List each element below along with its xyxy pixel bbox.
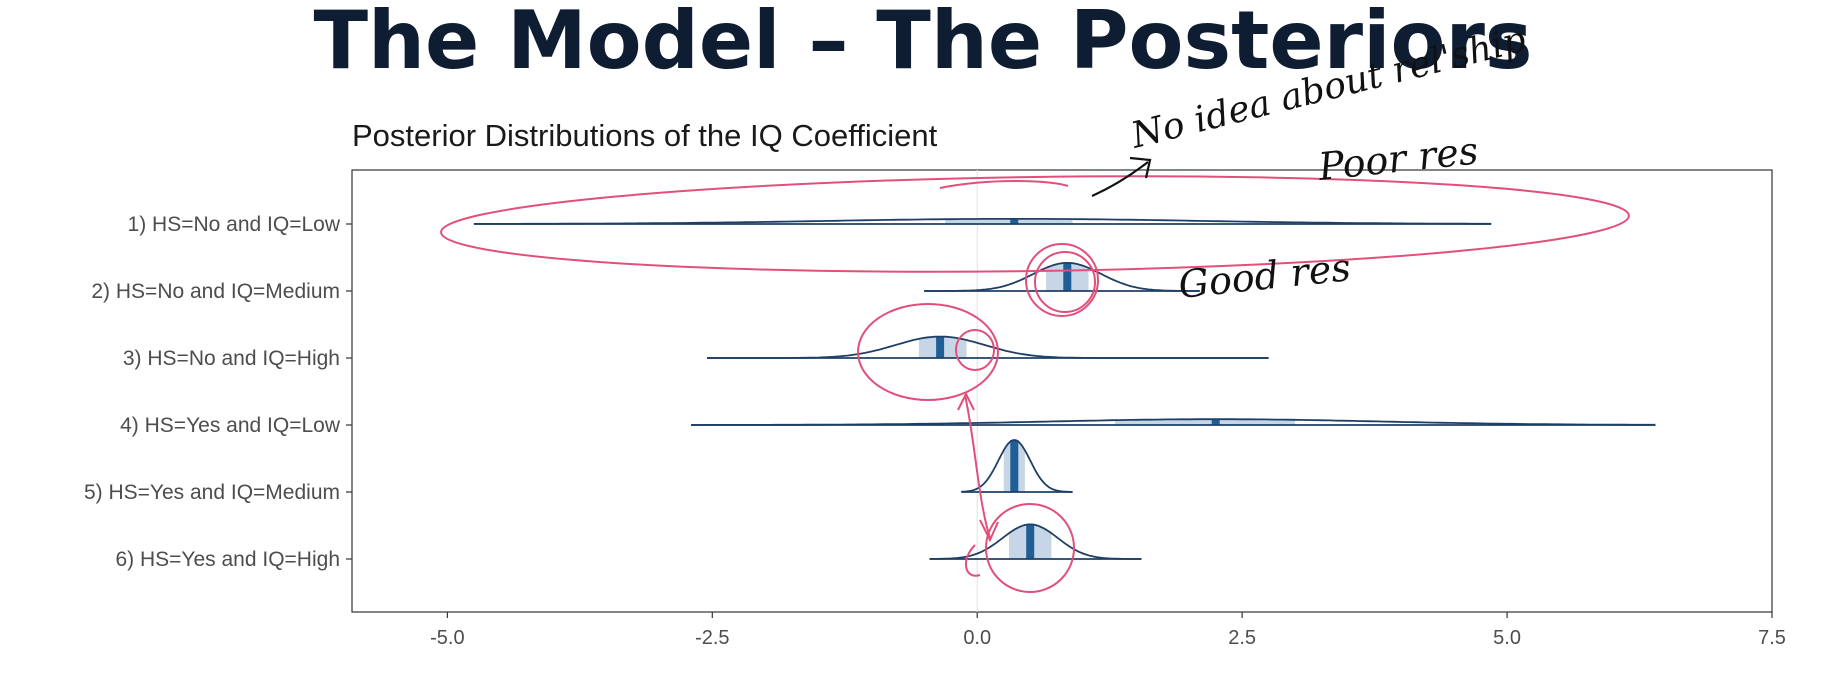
annotation-note-2: Poor res <box>1315 128 1480 189</box>
row-label-5: 5) HS=Yes and IQ=Medium <box>84 481 340 504</box>
plot-panel-border <box>351 169 1773 613</box>
annotation-note-3: Good res <box>1176 245 1352 307</box>
density-curve-3 <box>707 335 1269 359</box>
x-axis: -5.0 -2.5 0.0 2.5 5.0 7.5 <box>430 612 1786 649</box>
row-label-1: 1) HS=No and IQ=Low <box>128 213 341 236</box>
chart-title: Posterior Distributions of the IQ Coeffi… <box>352 118 938 153</box>
x-tick-label-1: -2.5 <box>695 627 729 649</box>
annotation-circle-row3-small <box>955 329 995 371</box>
x-tick-label-5: 7.5 <box>1758 627 1786 649</box>
median-bar-5 <box>1010 440 1019 492</box>
annotation-scribble-top <box>939 180 1069 189</box>
interval-shade-1 <box>945 218 1073 224</box>
slide-title: The Model – The Posteriors <box>313 0 1533 87</box>
row-label-2: 2) HS=No and IQ=Medium <box>91 280 340 303</box>
annotation-scribble-row6 <box>965 544 981 577</box>
ridge-2 <box>924 262 1200 292</box>
row-label-3: 3) HS=No and IQ=High <box>123 347 340 370</box>
annotation-arrow-down <box>964 394 991 539</box>
median-bar-3 <box>936 336 945 358</box>
ridge-6 <box>929 523 1142 560</box>
annotation-circle-row3 <box>857 303 999 401</box>
ridge-1 <box>473 218 1492 225</box>
ridge-4 <box>691 418 1656 426</box>
x-tick-label-4: 5.0 <box>1493 627 1521 649</box>
x-tick-label-0: -5.0 <box>430 627 464 649</box>
ridge-5 <box>961 439 1073 493</box>
annotation-ellipse-row1 <box>440 175 1630 273</box>
annotation-circle-row2 <box>1025 243 1099 317</box>
row-labels-group: 1) HS=No and IQ=Low 2) HS=No and IQ=Mediu… <box>84 213 352 571</box>
handwritten-annotations <box>440 175 1630 593</box>
row-label-6: 6) HS=Yes and IQ=High <box>115 548 340 571</box>
ridges-group <box>473 218 1656 560</box>
annotation-arrow-to-note <box>1091 161 1149 198</box>
x-tick-label-2: 0.0 <box>963 627 991 649</box>
row-label-4: 4) HS=Yes and IQ=Low <box>120 414 341 437</box>
x-tick-label-3: 2.5 <box>1228 627 1256 649</box>
annotation-arrow-up-head <box>957 391 975 411</box>
median-bar-6 <box>1026 524 1035 559</box>
interval-shade-4 <box>1115 419 1296 425</box>
annotation-arrow-to-note-head <box>1129 156 1152 179</box>
handwritten-annotations-dark <box>1091 156 1152 198</box>
median-bar-1 <box>1010 218 1019 224</box>
annotation-arrow-head-down <box>979 519 999 543</box>
annotation-circle-row2-inner <box>1034 251 1096 313</box>
annotation-circle-row6 <box>985 503 1075 593</box>
median-bar-4 <box>1211 419 1220 425</box>
ridge-3 <box>707 335 1269 359</box>
median-bar-2 <box>1063 262 1072 291</box>
